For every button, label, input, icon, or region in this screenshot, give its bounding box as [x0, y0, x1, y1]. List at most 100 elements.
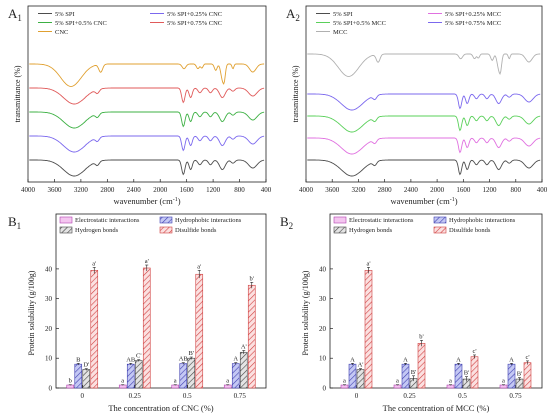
significance-label: A': [241, 343, 247, 350]
x-tick-label: 400: [261, 186, 272, 194]
bar: [195, 273, 204, 389]
x-tick-label: 3600: [325, 186, 340, 194]
bar: [393, 384, 402, 389]
significance-label: a: [121, 378, 124, 385]
y-tick-label: 0: [323, 385, 327, 393]
legend-label: MCC: [333, 29, 347, 36]
legend-swatch: [433, 216, 447, 224]
legend-label: Electrostatic interactions: [349, 217, 414, 224]
x-label-end: ): [455, 196, 458, 206]
x-tick-label: 0.5: [458, 392, 467, 400]
x-axis-label: The concentration of MCC (%): [383, 403, 490, 413]
bar: [82, 369, 91, 389]
legend-swatch: [333, 226, 347, 234]
spectrum-line: [29, 87, 265, 105]
significance-label: A: [233, 356, 238, 363]
bar: [499, 384, 508, 389]
significance-label: B: [76, 356, 81, 363]
legend-label: 5% SPI+0.5% MCC: [333, 20, 386, 27]
y-tick-label: 20: [319, 325, 327, 333]
y-axis-label: Protein solubility (g/100g): [301, 270, 310, 355]
plot-frame: [305, 5, 543, 183]
spectrum-line: [307, 53, 541, 77]
plot-frame: [27, 5, 267, 183]
significance-label: A: [456, 356, 461, 363]
x-tick-label: 800: [511, 186, 522, 194]
bar: [364, 270, 373, 389]
x-label-end: ): [178, 196, 181, 206]
spectrum-line: [307, 93, 541, 111]
bar: [454, 363, 463, 389]
legend-label: Hydrogen bonds: [349, 227, 393, 234]
panel-letter: B: [280, 214, 289, 229]
significance-label: B': [411, 369, 417, 376]
plot-frame: [55, 213, 267, 389]
panel-number: 1: [17, 221, 22, 231]
significance-label: C': [136, 353, 142, 360]
x-tick-label: 2400: [127, 186, 142, 194]
x-tick-label: 0.5: [183, 392, 192, 400]
x-tick-label: 3200: [351, 186, 366, 194]
bar: [417, 343, 426, 389]
significance-label: a: [343, 378, 346, 385]
x-tick-label: 0.75: [509, 392, 522, 400]
legend-label: Hydrogen bonds: [75, 227, 119, 234]
bar: [446, 384, 455, 389]
x-tick-label: 2000: [430, 186, 445, 194]
spectrum-line: [307, 115, 541, 133]
bar: [340, 384, 349, 389]
panel-number: 1: [17, 13, 22, 23]
bar: [179, 363, 188, 389]
x-axis-label: wavenumber (cm-1): [390, 196, 457, 206]
x-tick-label: 0.75: [234, 392, 247, 400]
significance-label: a': [197, 263, 201, 270]
spectrum-line: [29, 111, 265, 129]
panel-label: B1: [8, 214, 21, 231]
y-axis-label: Protein solubility (g/100g): [27, 270, 36, 355]
spectrum-line: [29, 63, 265, 87]
spectrum-line: [29, 135, 265, 153]
legend-label: Electrostatic interactions: [75, 217, 140, 224]
significance-label: a: [502, 378, 505, 385]
y-tick-label: 40: [319, 265, 327, 273]
significance-label: A: [509, 356, 514, 363]
legend-label: Disulfide bonds: [449, 227, 491, 234]
bar: [523, 362, 532, 389]
significance-label: A': [358, 362, 364, 369]
significance-label: a: [449, 378, 452, 385]
spectrum-line: [29, 159, 265, 177]
y-tick-label: 0: [49, 385, 53, 393]
bar: [142, 267, 151, 389]
panel-letter: B: [8, 214, 17, 229]
x-tick-label: 3200: [74, 186, 89, 194]
x-tick-label: 3600: [47, 186, 62, 194]
y-tick-label: 40: [45, 265, 53, 273]
panel-label: A2: [286, 6, 300, 23]
significance-label: b': [250, 275, 254, 282]
bar: [507, 363, 516, 389]
x-tick-label: 2800: [378, 186, 393, 194]
legend-label: Hydrophobic interactions: [175, 217, 242, 224]
legend-label: 5% SPI: [333, 11, 353, 18]
x-axis-label: wavenumber (cm-1): [113, 196, 180, 206]
significance-label: a': [92, 260, 96, 267]
significance-label: b: [69, 378, 72, 385]
panel-label: B2: [280, 214, 293, 231]
spectrum-line: [307, 159, 541, 177]
bar: [348, 363, 357, 389]
x-tick-label: 2800: [100, 186, 115, 194]
legend-label: 5% SPI+0.5% CNC: [55, 20, 107, 27]
legend-label: 5% SPI+0.25% CNC: [167, 11, 222, 18]
panel-number: 2: [289, 221, 294, 231]
bar: [90, 270, 99, 389]
significance-label: B': [517, 371, 523, 378]
x-axis-label: The concentration of CNC (%): [108, 403, 213, 413]
bar: [223, 384, 232, 389]
x-label-text: wavenumber (cm: [390, 196, 450, 206]
legend-label: Disulfide bonds: [175, 227, 217, 234]
x-tick-label: 1200: [483, 186, 498, 194]
bar: [171, 384, 180, 389]
bar: [118, 384, 127, 389]
x-tick-label: 0.25: [403, 392, 416, 400]
